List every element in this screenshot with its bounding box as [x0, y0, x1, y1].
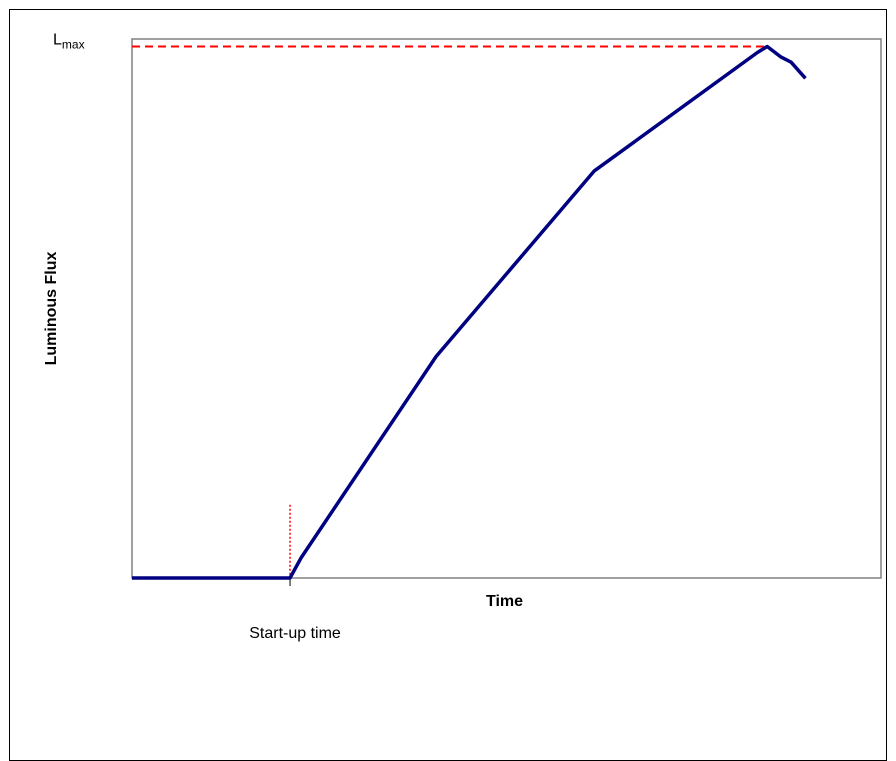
y-axis-title: Luminous Flux [43, 252, 60, 366]
plot-area [131, 38, 882, 579]
lmax-label-main: L [53, 32, 62, 49]
chart-svg: Luminous Flux Time Lmax Start-up time [43, 32, 882, 642]
luminous-flux-line [132, 44, 807, 580]
lmax-label: Lmax [53, 32, 85, 52]
lmax-label-sub: max [62, 38, 85, 52]
x-axis-title: Time [486, 593, 523, 610]
startup-time-label: Start-up time [249, 625, 341, 642]
